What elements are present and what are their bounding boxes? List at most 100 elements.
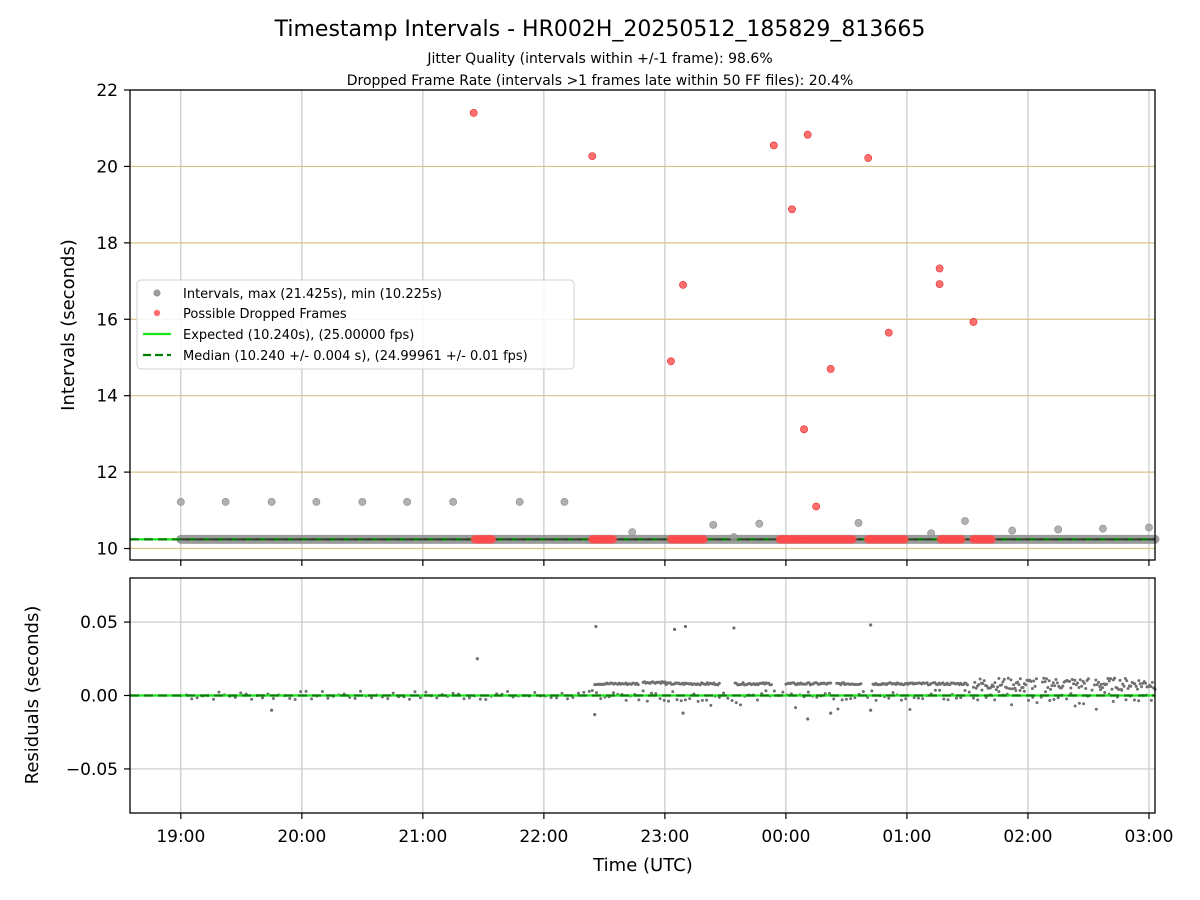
residual-point: [1124, 698, 1128, 702]
residual-outlier-point: [475, 657, 479, 661]
residual-point: [1006, 676, 1010, 680]
residual-point: [1119, 687, 1123, 691]
residual-point: [963, 689, 967, 693]
residual-point: [1008, 687, 1012, 691]
residual-point: [565, 697, 569, 701]
top-y-tick-label: 10: [96, 540, 118, 560]
residual-point: [971, 685, 975, 689]
top-y-axis-label: Intervals (seconds): [58, 239, 79, 411]
dropped-frame-cluster-point: [699, 535, 708, 544]
dropped-frame-point: [969, 318, 978, 326]
dropped-frame-cluster-point: [487, 535, 497, 544]
residual-point: [418, 696, 422, 700]
residual-point: [717, 695, 721, 699]
residual-point: [233, 695, 237, 699]
interval-point: [755, 519, 764, 528]
residual-point: [484, 697, 488, 701]
residual-point: [636, 683, 640, 687]
residual-point: [772, 689, 776, 693]
residual-point: [1042, 676, 1046, 680]
residual-point: [977, 683, 981, 687]
residual-point: [722, 691, 726, 695]
residual-outlier-point: [829, 711, 833, 715]
residual-point: [844, 697, 848, 701]
residual-point: [654, 692, 658, 696]
residual-point: [760, 692, 764, 696]
interval-point: [1054, 525, 1063, 534]
residual-point: [217, 690, 221, 694]
interval-point: [449, 498, 458, 506]
residual-point: [1001, 680, 1005, 684]
residual-point: [916, 696, 920, 700]
legend-entry-label: Possible Dropped Frames: [183, 307, 347, 322]
residual-point: [611, 691, 615, 695]
residual-point: [671, 690, 675, 694]
residual-point: [993, 698, 997, 702]
interval-point: [312, 498, 321, 506]
residual-point: [997, 690, 1001, 694]
residual-point: [827, 691, 831, 695]
interval-point: [729, 533, 738, 541]
residual-point: [1077, 701, 1081, 705]
legend-entry-label: Median (10.240 +/- 0.004 s), (24.99961 +…: [183, 349, 528, 364]
residual-point: [1005, 686, 1009, 690]
residual-point: [1136, 687, 1140, 691]
x-tick-label: 03:00: [1124, 827, 1173, 847]
residual-point: [1070, 678, 1074, 682]
residual-outlier-point: [593, 712, 597, 717]
residual-point: [836, 707, 840, 711]
residual-point: [908, 708, 912, 712]
residual-point: [1144, 681, 1148, 685]
residual-point: [1084, 686, 1088, 690]
residual-point: [929, 681, 933, 685]
residual-point: [1024, 683, 1028, 687]
residual-point: [190, 697, 194, 701]
residual-point: [662, 698, 666, 702]
residual-point: [1138, 682, 1142, 686]
residual-point: [849, 697, 853, 701]
residual-point: [239, 691, 243, 695]
residual-point: [829, 681, 833, 685]
x-tick-label: 23:00: [640, 827, 689, 847]
residual-point: [946, 698, 950, 702]
residual-point: [840, 698, 844, 702]
residual-point: [984, 695, 988, 699]
residual-point: [1051, 681, 1055, 685]
residual-point: [1012, 683, 1016, 687]
residual-point: [353, 696, 357, 700]
residual-point: [1056, 696, 1060, 700]
residual-point: [1018, 689, 1022, 693]
residual-point: [938, 688, 942, 692]
x-tick-label: 21:00: [398, 827, 447, 847]
residual-point: [853, 696, 857, 700]
residual-point: [590, 688, 594, 692]
residual-point: [734, 701, 738, 705]
x-tick-label: 02:00: [1003, 827, 1052, 847]
residual-point: [1123, 676, 1127, 680]
dropped-frame-point: [667, 357, 675, 366]
residual-point: [989, 686, 993, 690]
residual-point: [1103, 691, 1107, 695]
residual-point: [861, 690, 865, 694]
residual-point: [794, 706, 798, 710]
residual-point: [1150, 680, 1154, 684]
residual-point: [1061, 684, 1065, 688]
residual-point: [769, 683, 773, 687]
residual-point: [1126, 686, 1130, 690]
residual-point: [261, 696, 265, 700]
residual-point: [599, 697, 603, 701]
dropped-frame-point: [864, 154, 873, 162]
residual-point: [1021, 685, 1025, 689]
residual-point: [874, 698, 878, 702]
residual-point: [533, 691, 537, 695]
residual-point: [994, 688, 998, 692]
residual-point: [326, 696, 330, 700]
residual-outlier-point: [672, 627, 677, 632]
x-tick-label: 00:00: [761, 827, 810, 847]
residual-point: [700, 698, 704, 702]
residual-point: [1069, 692, 1073, 696]
chart-subtitle-jitter: Jitter Quality (intervals within +/-1 fr…: [426, 51, 772, 67]
residual-point: [1049, 687, 1053, 691]
x-tick-label: 01:00: [882, 827, 931, 847]
